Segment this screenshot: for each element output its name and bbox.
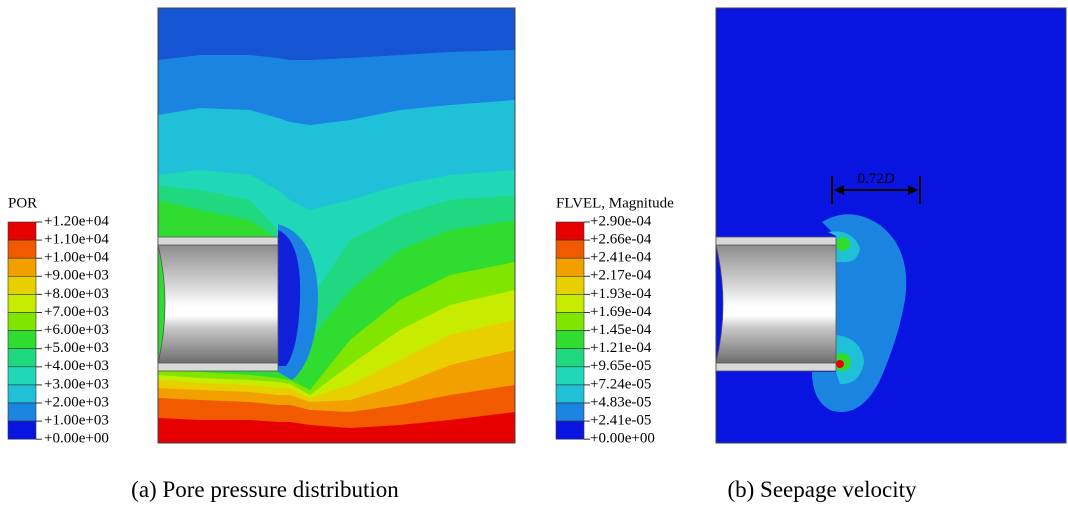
legend-label: +0.00e+00: [44, 431, 109, 447]
legend-label: +9.65e-05: [590, 358, 651, 374]
legend-label: +6.00e+03: [44, 322, 109, 338]
legend-swatch: [555, 330, 585, 350]
legend-label: +2.66e-04: [590, 232, 652, 248]
legend-label: +0.00e+00: [590, 431, 655, 447]
legend-label: +4.00e+03: [44, 358, 109, 374]
legends: +1.20e+04 +1.10e+04 +1.00e+04 +9.00e+03 +8.0…: [7, 213, 655, 447]
legend-label: +8.00e+03: [44, 286, 109, 302]
legend-label: +1.20e+04: [44, 213, 109, 229]
legend-swatch: [7, 402, 37, 422]
legend-swatch: [7, 294, 37, 313]
legend-swatch: [7, 348, 37, 368]
seepage-plot: [715, 7, 1067, 444]
legend-label: +3.00e+03: [44, 376, 109, 392]
legend-swatch: [555, 257, 585, 277]
legend-label: +2.00e+03: [44, 394, 109, 410]
legend-label: +9.00e+03: [44, 268, 109, 284]
legend-label: +7.00e+03: [44, 304, 109, 320]
legend-swatch: [7, 239, 37, 259]
legend-label: +1.00e+04: [44, 250, 109, 266]
legend-swatch: [7, 420, 37, 440]
legend-swatch: [555, 312, 585, 331]
contour-band: [278, 230, 301, 366]
legend-label: +1.00e+03: [44, 413, 109, 429]
legend-label: +1.69e-04: [590, 304, 652, 320]
legend-label: +1.93e-04: [590, 286, 652, 302]
legend-swatch: [7, 330, 37, 350]
pile-plate: [157, 236, 279, 246]
contour-band: [836, 360, 844, 368]
caption: (a) Pore pressure distribution: [131, 477, 399, 502]
plot-frame: [157, 7, 516, 444]
caption: (b) Seepage velocity: [727, 477, 917, 502]
contour-band: [812, 214, 907, 412]
legend-swatch: [7, 257, 37, 277]
legend-label: +4.83e-05: [590, 394, 651, 410]
dimension-value: 0.72: [857, 171, 883, 187]
contour-band: [158, 412, 515, 443]
legend-label: +5.00e+03: [44, 340, 109, 356]
contour-band: [716, 8, 1066, 443]
pile-plate: [157, 362, 279, 372]
pile-body: [715, 244, 837, 364]
legend-swatch: [555, 275, 585, 295]
pile-plate: [715, 362, 837, 372]
legend-swatch: [555, 221, 585, 241]
legend-swatch: [555, 294, 585, 313]
legend-swatch: [7, 312, 37, 331]
legend-swatch: [555, 366, 585, 386]
legend-swatch: [7, 275, 37, 295]
legend-swatch: [7, 366, 37, 386]
pile-body: [157, 244, 279, 364]
dimension-arrow: [831, 176, 921, 204]
legend-label: +2.17e-04: [590, 268, 652, 284]
legend-label: +2.90e-04: [590, 213, 652, 229]
legend-label: +2.41e-04: [590, 250, 652, 266]
contour-band: [836, 237, 850, 251]
legend-swatch: [7, 384, 37, 404]
legend-swatch: [555, 384, 585, 404]
legend-title: POR: [8, 195, 37, 211]
dimension-symbol: D: [883, 171, 895, 187]
legend-swatch: [7, 221, 37, 241]
legend-title: FLVEL, Magnitude: [556, 195, 674, 211]
legend-label: +7.24e-05: [590, 376, 651, 392]
pile-plate: [715, 236, 837, 246]
plot-frame: [715, 7, 1067, 444]
legend-swatch: [555, 239, 585, 259]
legend-label: +1.21e-04: [590, 340, 652, 356]
legend-swatch: [555, 420, 585, 440]
legend-label: +2.41e-05: [590, 413, 651, 429]
dimension-label: 0.72D: [857, 171, 894, 187]
legend-label: +1.45e-04: [590, 322, 652, 338]
legend-swatch: [555, 348, 585, 368]
legend-label: +1.10e+04: [44, 232, 109, 248]
legend-swatch: [555, 402, 585, 422]
pore-pressure-plot: [157, 7, 516, 444]
